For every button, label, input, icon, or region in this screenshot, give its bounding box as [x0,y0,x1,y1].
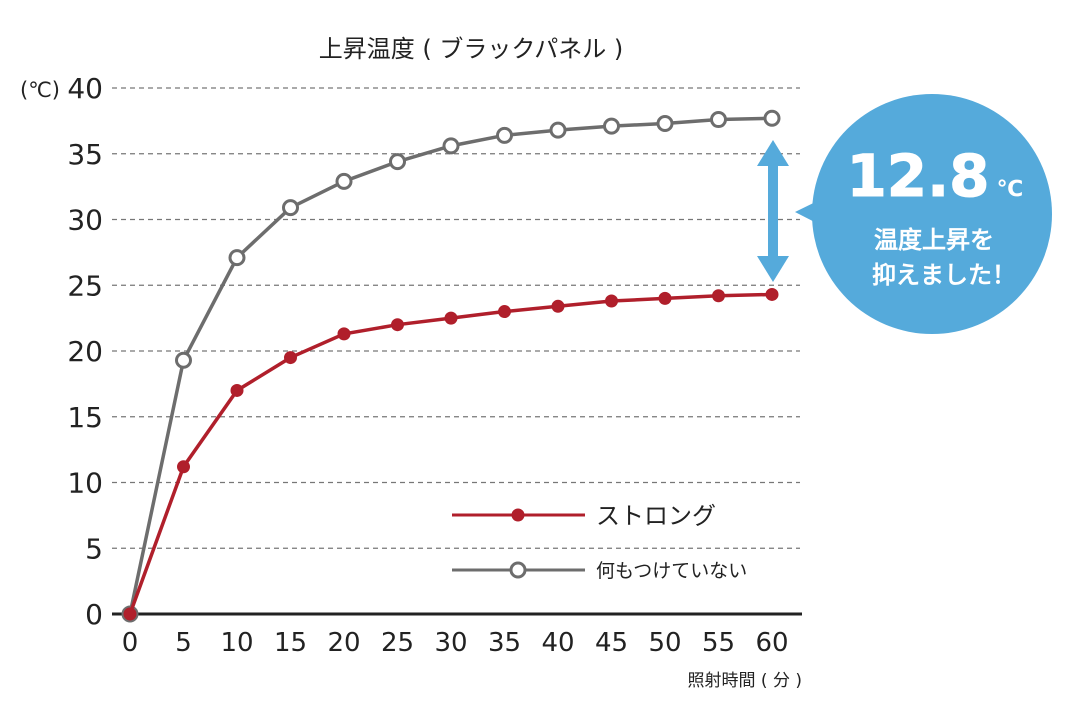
x-tick-label: 55 [702,628,735,658]
data-point [337,327,351,341]
x-tick-label: 25 [381,628,414,658]
data-point [335,172,353,190]
y-tick-label: 40 [67,72,103,105]
x-tick-label: 35 [488,628,521,658]
y-tick-label: 35 [67,138,103,171]
legend-label: ストロング [596,502,716,530]
x-axis-label: 照射時間 ( 分 ) [688,671,802,691]
callout-unit: ℃ [997,177,1024,202]
legend-label: 何もつけていない [596,560,747,582]
legend-marker [511,508,525,522]
data-point [230,383,244,397]
data-point [498,305,511,319]
series-line [128,116,773,615]
data-point [175,351,192,369]
data-point [605,294,618,308]
y-tick-label: 0 [85,598,103,631]
data-point [444,311,458,325]
data-point [177,460,190,474]
x-tick-label: 40 [541,628,574,658]
x-tick-label: 60 [755,628,788,658]
data-point [228,249,246,267]
y-tick-label: 25 [67,269,103,302]
y-tick-label: 10 [67,467,103,500]
data-point [389,153,406,171]
x-tick-label: 15 [274,628,307,658]
data-point [603,117,620,135]
data-point [656,115,674,133]
data-point [442,137,460,155]
data-point [284,351,297,365]
x-tick-label: 0 [122,628,139,658]
data-point [551,299,565,313]
data-point [765,287,779,301]
x-tick-label: 20 [327,628,360,658]
y-tick-label: 5 [85,532,103,565]
x-tick-label: 10 [220,628,253,658]
data-point [658,291,672,305]
data-point [282,199,299,217]
data-point [391,318,404,332]
y-tick-label: 30 [67,204,103,237]
callout-value: 12.8 [846,142,989,210]
callout-bubble [812,94,1052,334]
data-point [710,111,727,129]
y-tick-label: 15 [67,401,103,434]
data-point [549,121,567,139]
data-point [712,289,725,303]
x-tick-label: 50 [648,628,681,658]
legend-marker [509,561,527,579]
data-point [123,607,137,621]
x-tick-label: 30 [434,628,467,658]
x-tick-label: 45 [595,628,628,658]
chart-title: 上昇温度 ( ブラックパネル ) [319,35,623,63]
y-axis-unit: (℃) [20,78,60,102]
x-tick-label: 5 [175,628,192,658]
data-point [763,109,781,127]
data-point [496,126,513,144]
callout-line2: 抑えました！ [872,261,1016,289]
difference-arrow [757,140,789,282]
y-tick-label: 20 [67,335,103,368]
callout-line1: 温度上昇を [874,226,994,254]
